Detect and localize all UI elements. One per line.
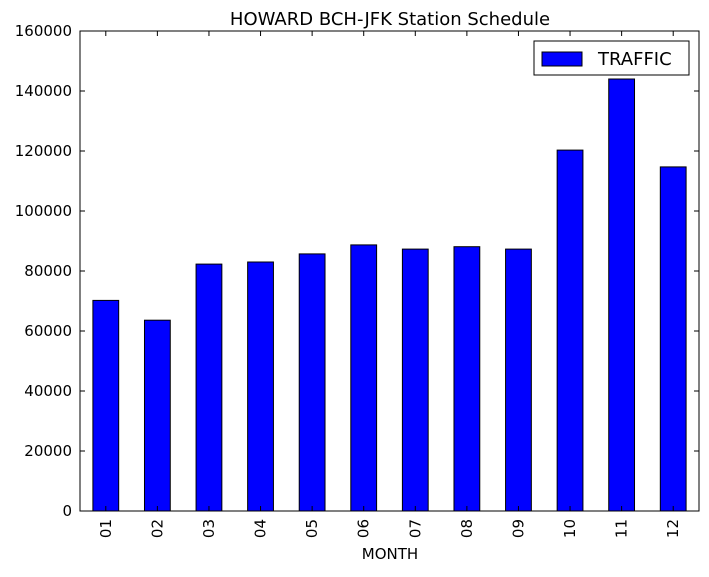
plot-frame [79, 30, 700, 512]
x-tick-label: 05 [303, 519, 321, 538]
x-tick-label: 09 [509, 519, 527, 538]
x-tick-label: 08 [458, 519, 476, 538]
y-tick-label: 120000 [15, 142, 72, 160]
bar-12 [659, 166, 687, 512]
y-tick-label: 100000 [15, 202, 72, 220]
x-tick-label: 02 [148, 519, 166, 538]
bar-04 [247, 261, 274, 512]
y-tick-label: 60000 [24, 322, 72, 340]
x-tick-label: 01 [97, 519, 115, 538]
bar-11 [608, 78, 636, 512]
y-tick-label: 40000 [24, 382, 72, 400]
y-tick-label: 160000 [15, 22, 72, 40]
x-tick-label: 03 [200, 519, 218, 538]
bar-03 [195, 263, 223, 512]
legend-label-traffic: TRAFFIC [597, 49, 672, 70]
bar-05 [298, 253, 326, 512]
y-tick-label: 140000 [15, 82, 72, 100]
bar-02 [143, 319, 171, 512]
bar-10 [556, 149, 584, 512]
bar-01 [92, 299, 120, 512]
x-tick-label: 12 [664, 519, 682, 538]
chart-title: HOWARD BCH-JFK Station Schedule [230, 9, 550, 30]
y-axis: 0 20000 40000 60000 80000 100000 120000 140000 1… [15, 22, 699, 520]
x-axis-label: MONTH [362, 545, 418, 563]
y-tick-label: 20000 [24, 442, 72, 460]
legend-swatch-traffic [541, 51, 583, 67]
bar-08 [453, 246, 481, 512]
legend: TRAFFIC [533, 40, 690, 76]
y-tick-label: 0 [62, 502, 72, 520]
x-tick-label: 07 [406, 519, 424, 538]
bar-07 [401, 248, 429, 512]
bars-layer [92, 78, 687, 512]
bar-09 [505, 248, 532, 512]
x-tick-label: 04 [252, 519, 270, 538]
bar-06 [350, 244, 378, 512]
y-tick-label: 80000 [24, 262, 72, 280]
x-tick-label: 11 [613, 519, 631, 538]
x-tick-label: 06 [355, 519, 373, 538]
x-axis: 01 02 03 04 05 06 07 08 09 10 11 12 [97, 31, 682, 538]
x-tick-label: 10 [561, 519, 579, 538]
